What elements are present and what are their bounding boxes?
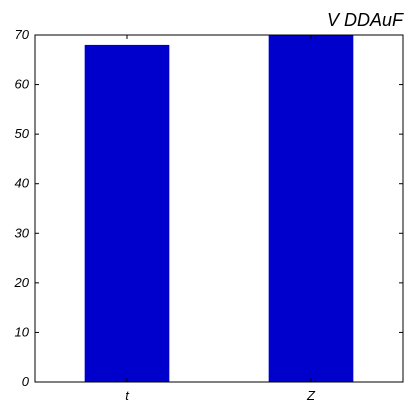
y-tick-label-1: 10 xyxy=(15,324,30,339)
bars-layer xyxy=(84,35,354,383)
y-tick-label-6: 60 xyxy=(15,77,30,92)
chart-title: V DDAuF xyxy=(327,10,404,30)
x-tick-label-1: Z xyxy=(306,388,316,403)
y-tick-label-2: 20 xyxy=(14,275,30,290)
x-tick-label-0: t xyxy=(125,388,130,403)
plot-frame xyxy=(34,34,404,383)
bar-1 xyxy=(268,35,354,382)
bar-0 xyxy=(84,44,170,383)
y-tick-label-5: 50 xyxy=(15,126,30,141)
y-axis: 0 10 20 30 40 50 60 70 xyxy=(14,27,403,389)
y-tick-label-7: 70 xyxy=(15,27,30,42)
y-tick-label-0: 0 xyxy=(22,374,30,389)
y-tick-label-4: 40 xyxy=(15,176,30,191)
y-tick-label-3: 30 xyxy=(15,225,30,240)
